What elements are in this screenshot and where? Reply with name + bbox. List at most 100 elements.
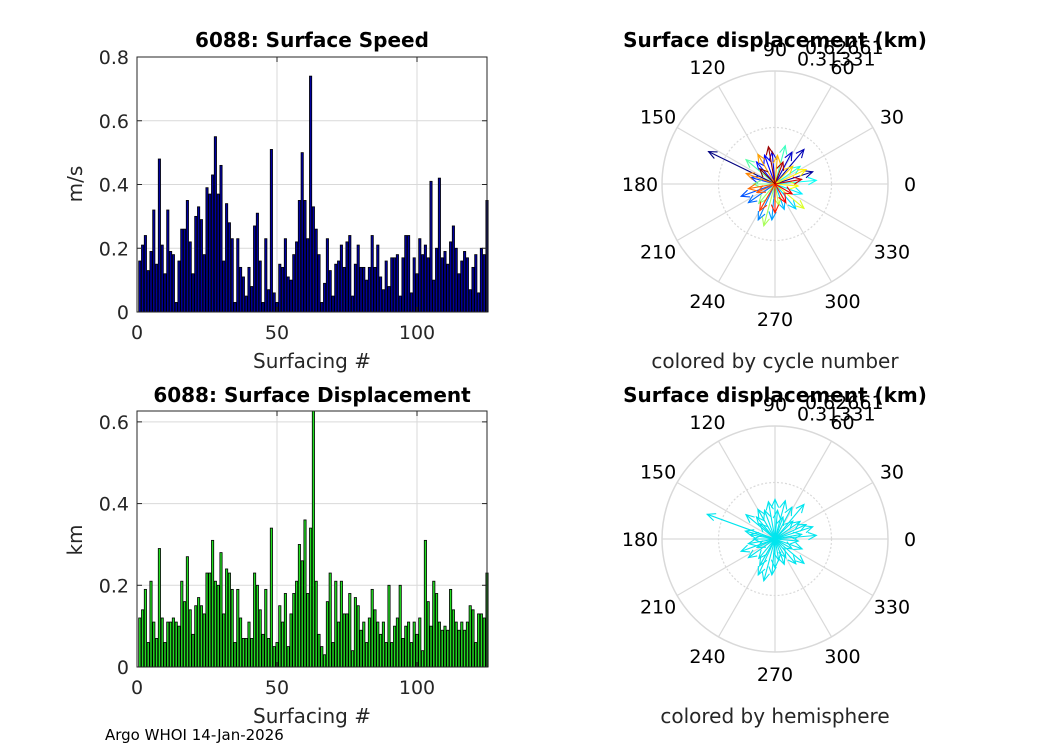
polar-hemisphere-r-label: 0.62661 — [805, 392, 884, 414]
speed-bar — [331, 295, 335, 313]
polar-hemisphere-arrow-head — [747, 549, 758, 559]
displacement-bar — [465, 621, 469, 668]
polar-cycle-arrow — [758, 183, 776, 204]
speed-bar — [188, 241, 192, 313]
polar-cycle-arrow-head — [744, 172, 756, 181]
speed-bar — [440, 257, 444, 313]
polar-hemisphere-arrow — [774, 520, 794, 540]
displacement-bar — [300, 560, 304, 668]
displacement-bar-chart: 6088: Surface Displacement Surfacing # k… — [63, 383, 489, 728]
polar-cycle-arrow — [774, 183, 785, 210]
displacement-bar — [421, 650, 425, 668]
displacement-xlabel: Surfacing # — [253, 704, 371, 728]
speed-bar — [418, 238, 422, 313]
displacement-bar — [482, 617, 486, 668]
displacement-bar — [239, 617, 243, 668]
polar-hemisphere-arrow-head — [784, 520, 794, 530]
displacement-bar — [426, 601, 430, 668]
displacement-bar — [286, 646, 290, 668]
speed-bar — [303, 200, 307, 313]
polar-hemisphere-angle-label: 30 — [880, 462, 904, 484]
speed-bar — [180, 228, 184, 313]
speed-bar — [171, 254, 175, 313]
speed-bar — [281, 266, 285, 313]
displacement-bar — [202, 613, 206, 668]
speed-bar — [457, 273, 461, 313]
speed-bar — [451, 225, 455, 313]
displacement-bar — [384, 642, 388, 668]
speed-bar — [328, 270, 332, 313]
polar-hemisphere-arrow-head — [797, 523, 808, 532]
displacement-bar — [211, 539, 215, 668]
displacement-bar — [454, 621, 458, 668]
polar-hemisphere-angle-label: 270 — [757, 664, 793, 686]
displacement-bar — [197, 597, 201, 668]
polar-cycle-ring-outer — [661, 70, 889, 298]
speed-bar — [230, 238, 234, 313]
displacement-bar — [376, 621, 380, 668]
speed-ytick-label: 0.6 — [99, 111, 129, 133]
polar-hemisphere-arrow-head — [795, 555, 806, 565]
polar-cycle-chart: Surface displacement (km) colored by cyc… — [622, 28, 927, 373]
displacement-bar — [311, 410, 315, 668]
speed-bar — [376, 244, 380, 313]
displacement-bar — [474, 642, 478, 668]
polar-cycle-arrow — [759, 168, 776, 185]
speed-bar — [334, 263, 338, 313]
displacement-bar — [281, 621, 285, 668]
displacement-bar — [398, 584, 402, 668]
polar-hemisphere-arrow-head — [803, 525, 815, 534]
polar-hemisphere-arrow-head — [763, 508, 772, 520]
speed-bar — [429, 180, 433, 313]
polar-cycle-arrow-head — [791, 165, 802, 175]
speed-bar — [278, 263, 282, 313]
displacement-bar — [138, 617, 142, 668]
displacement-bar — [183, 601, 187, 668]
polar-hemisphere-spoke — [676, 481, 776, 540]
displacement-bar — [337, 621, 341, 668]
polar-hemisphere-arrow-head — [791, 520, 802, 530]
speed-bar — [239, 266, 243, 313]
speed-bar — [264, 238, 268, 313]
displacement-xtick-label: 50 — [265, 677, 289, 699]
displacement-bar — [429, 625, 433, 668]
speed-bar — [412, 257, 416, 313]
displacement-bar — [395, 617, 399, 668]
displacement-bar — [323, 654, 327, 668]
speed-bar — [323, 282, 327, 313]
polar-cycle-arrow — [746, 172, 776, 185]
polar-cycle-angle-label: 240 — [689, 291, 725, 313]
displacement-bar — [451, 609, 455, 668]
speed-bar — [437, 177, 441, 313]
speed-bar — [213, 136, 217, 313]
polar-hemisphere-arrow — [759, 523, 776, 540]
polar-cycle-arrow-head — [789, 181, 800, 190]
polar-hemisphere-arrow-head — [755, 515, 765, 526]
polar-hemisphere-caption: colored by hemisphere — [660, 704, 889, 728]
polar-cycle-arrow — [708, 151, 776, 185]
polar-hemisphere-arrow — [757, 509, 776, 540]
speed-bar — [183, 228, 187, 313]
speed-bar — [443, 251, 447, 313]
speed-bar — [384, 260, 388, 313]
speed-ytick-label: 0.2 — [99, 238, 129, 260]
displacement-bar — [365, 642, 369, 668]
speed-bar — [177, 260, 181, 313]
speed-bar — [255, 212, 259, 313]
polar-cycle-arrow-head — [765, 145, 774, 156]
polar-cycle-arrow — [774, 178, 802, 185]
displacement-bar — [244, 638, 248, 668]
polar-cycle-arrow — [748, 183, 776, 204]
polar-cycle-spoke — [676, 183, 776, 242]
speed-bar — [482, 254, 486, 313]
speed-bar — [185, 200, 189, 313]
polar-hemisphere-arrow — [774, 538, 787, 559]
displacement-bar — [460, 621, 464, 668]
polar-cycle-arrow-head — [739, 189, 751, 198]
polar-hemisphere-arrow-head — [770, 497, 780, 508]
polar-hemisphere-angle-label: 90 — [763, 394, 787, 416]
speed-bar — [460, 260, 464, 313]
polar-hemisphere-arrow — [774, 504, 805, 540]
polar-cycle-arrow — [757, 183, 776, 221]
